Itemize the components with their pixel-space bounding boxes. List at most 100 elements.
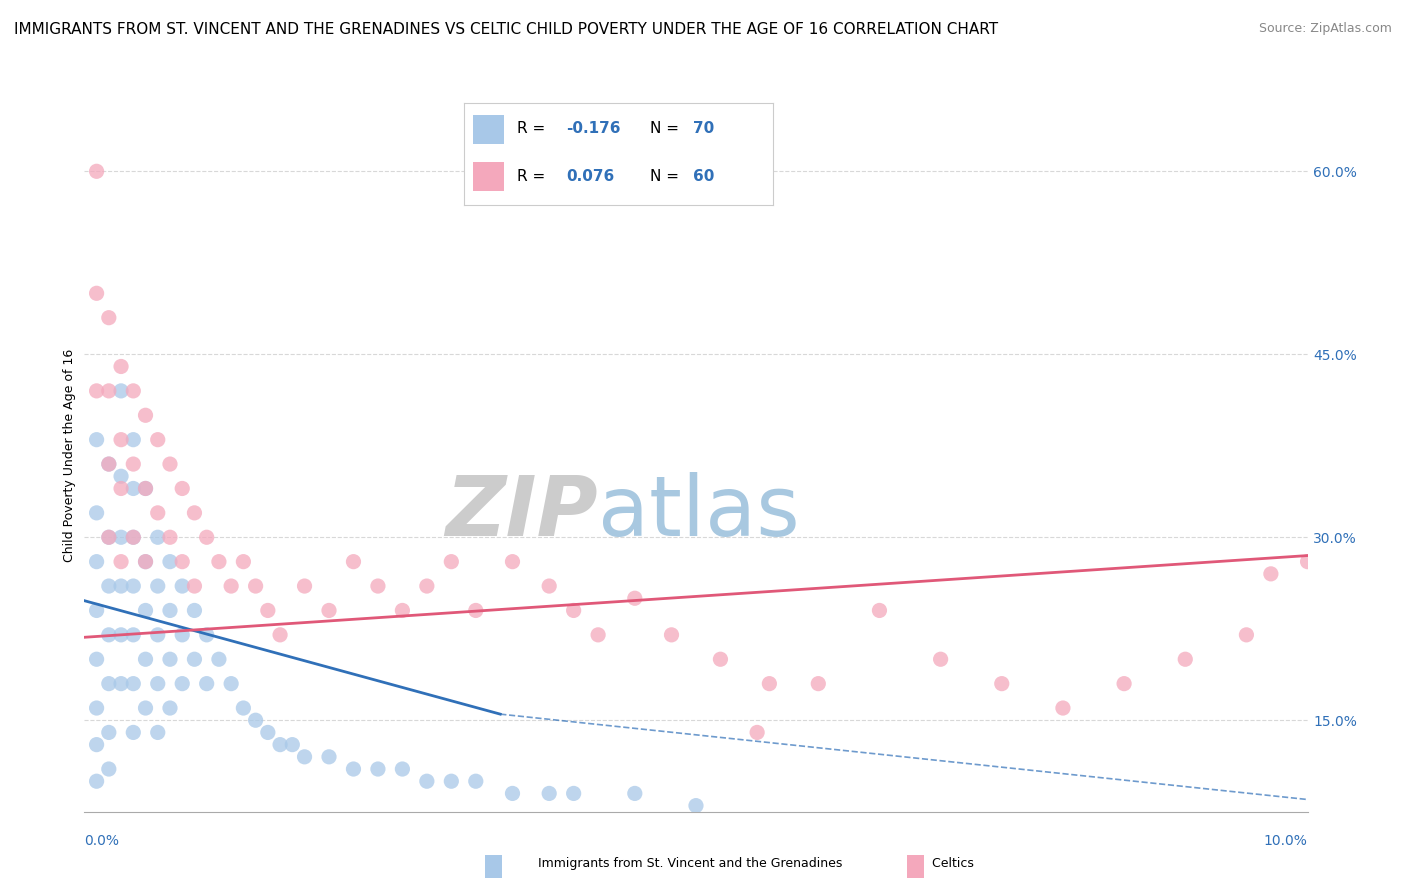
Point: [183, 506, 205, 520]
Point: [86, 286, 108, 301]
Point: [159, 457, 181, 471]
Text: atlas: atlas: [598, 472, 800, 552]
Point: [97, 530, 120, 544]
Point: [269, 738, 291, 752]
Point: [110, 433, 132, 447]
Point: [538, 786, 561, 800]
Point: [208, 555, 231, 569]
Point: [747, 725, 769, 739]
Point: [172, 555, 194, 569]
Text: Source: ZipAtlas.com: Source: ZipAtlas.com: [1258, 22, 1392, 36]
Bar: [474, 162, 505, 191]
Point: [342, 762, 364, 776]
Point: [172, 628, 194, 642]
Point: [110, 555, 132, 569]
Point: [294, 749, 316, 764]
Point: [135, 482, 157, 496]
Point: [122, 384, 145, 398]
Point: [159, 555, 181, 569]
Point: [97, 725, 120, 739]
Point: [122, 628, 145, 642]
Point: [86, 652, 108, 666]
Point: [135, 409, 157, 423]
Text: N =: N =: [650, 169, 683, 184]
Point: [219, 579, 242, 593]
Point: [146, 506, 169, 520]
Point: [110, 530, 132, 544]
Point: [135, 482, 157, 496]
Point: [146, 628, 169, 642]
Point: [624, 786, 647, 800]
Point: [416, 774, 439, 789]
Point: [172, 676, 194, 690]
Point: [281, 738, 304, 752]
Point: [257, 725, 280, 739]
Point: [709, 652, 731, 666]
Point: [86, 555, 108, 569]
Text: N =: N =: [650, 121, 683, 136]
Point: [991, 676, 1014, 690]
Point: [86, 774, 108, 789]
Point: [110, 579, 132, 593]
Point: [269, 628, 291, 642]
Text: IMMIGRANTS FROM ST. VINCENT AND THE GRENADINES VS CELTIC CHILD POVERTY UNDER THE: IMMIGRANTS FROM ST. VINCENT AND THE GREN…: [14, 22, 998, 37]
Point: [135, 603, 157, 617]
Point: [1052, 701, 1074, 715]
Point: [135, 652, 157, 666]
Point: [86, 603, 108, 617]
Point: [464, 774, 486, 789]
Point: [502, 555, 524, 569]
Point: [195, 676, 218, 690]
Point: [758, 676, 780, 690]
Point: [146, 676, 169, 690]
Point: [318, 603, 340, 617]
Point: [122, 725, 145, 739]
Point: [122, 433, 145, 447]
Point: [110, 384, 132, 398]
Point: [86, 164, 108, 178]
Point: [257, 603, 280, 617]
Point: [1236, 628, 1258, 642]
Point: [159, 701, 181, 715]
Point: [122, 530, 145, 544]
Point: [245, 579, 267, 593]
Point: [391, 603, 413, 617]
Point: [232, 555, 254, 569]
Point: [97, 579, 120, 593]
Point: [146, 433, 169, 447]
Point: [342, 555, 364, 569]
Point: [86, 384, 108, 398]
Point: [391, 762, 413, 776]
Text: 0.0%: 0.0%: [84, 834, 120, 848]
Point: [1296, 555, 1319, 569]
Point: [172, 579, 194, 593]
Point: [86, 738, 108, 752]
Point: [122, 482, 145, 496]
Point: [245, 713, 267, 727]
Point: [661, 628, 683, 642]
Point: [1114, 676, 1136, 690]
Point: [159, 603, 181, 617]
Point: [219, 676, 242, 690]
Point: [97, 457, 120, 471]
Point: [440, 774, 463, 789]
Point: [624, 591, 647, 606]
Point: [122, 530, 145, 544]
Point: [86, 701, 108, 715]
Point: [318, 749, 340, 764]
Point: [97, 384, 120, 398]
Text: R =: R =: [516, 121, 550, 136]
Point: [562, 786, 585, 800]
Point: [294, 579, 316, 593]
Point: [440, 555, 463, 569]
Point: [869, 603, 891, 617]
Text: R =: R =: [516, 169, 550, 184]
Point: [86, 433, 108, 447]
Point: [416, 579, 439, 593]
Text: 10.0%: 10.0%: [1264, 834, 1308, 848]
Point: [367, 762, 389, 776]
Point: [110, 469, 132, 483]
Point: [97, 676, 120, 690]
Y-axis label: Child Poverty Under the Age of 16: Child Poverty Under the Age of 16: [63, 348, 76, 562]
Point: [135, 555, 157, 569]
